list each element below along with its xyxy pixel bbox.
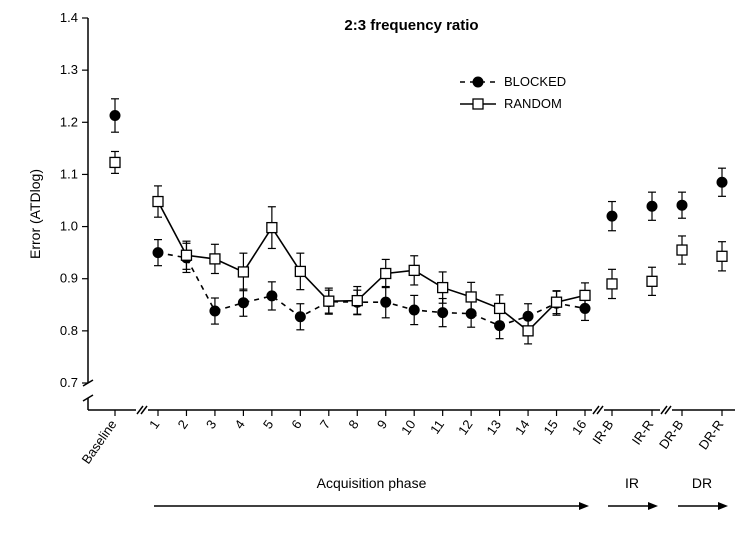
svg-text:1.0: 1.0 bbox=[60, 219, 78, 234]
svg-text:Acquisition phase: Acquisition phase bbox=[317, 475, 427, 491]
error-chart: 0.7 0.8 0.9 1.0 1.1 1.2 1.3 1.4 Error (ATDlog) Ba… bbox=[0, 0, 756, 540]
svg-text:0.8: 0.8 bbox=[60, 323, 78, 338]
svg-text:15: 15 bbox=[540, 417, 561, 437]
svg-text:0.9: 0.9 bbox=[60, 271, 78, 286]
svg-text:1.1: 1.1 bbox=[60, 166, 78, 181]
svg-text:IR-R: IR-R bbox=[629, 417, 657, 447]
svg-text:IR: IR bbox=[625, 475, 639, 491]
svg-text:2: 2 bbox=[174, 417, 190, 432]
svg-text:9: 9 bbox=[374, 417, 390, 432]
svg-text:7: 7 bbox=[317, 417, 333, 432]
svg-text:DR-B: DR-B bbox=[656, 417, 687, 452]
svg-text:12: 12 bbox=[455, 417, 476, 437]
svg-text:DR: DR bbox=[692, 475, 712, 491]
legend-label-blocked: BLOCKED bbox=[504, 74, 566, 89]
svg-text:10: 10 bbox=[398, 417, 419, 437]
svg-text:1.3: 1.3 bbox=[60, 62, 78, 77]
svg-text:Baseline: Baseline bbox=[79, 417, 120, 466]
series-line-random bbox=[158, 202, 585, 331]
svg-text:DR-R: DR-R bbox=[696, 417, 727, 452]
legend-label-random: RANDOM bbox=[504, 96, 562, 111]
svg-text:6: 6 bbox=[288, 417, 304, 432]
svg-text:1.2: 1.2 bbox=[60, 114, 78, 129]
svg-text:13: 13 bbox=[483, 417, 504, 437]
svg-text:16: 16 bbox=[569, 417, 590, 437]
chart-title: 2:3 frequency ratio bbox=[344, 17, 478, 34]
svg-text:0.7: 0.7 bbox=[60, 375, 78, 390]
svg-text:5: 5 bbox=[260, 417, 276, 432]
svg-text:8: 8 bbox=[345, 417, 361, 432]
svg-text:1: 1 bbox=[146, 417, 162, 432]
svg-text:14: 14 bbox=[512, 417, 533, 437]
svg-text:4: 4 bbox=[231, 417, 247, 432]
y-axis-label: Error (ATDlog) bbox=[27, 169, 43, 259]
svg-text:IR-B: IR-B bbox=[589, 417, 616, 447]
svg-text:11: 11 bbox=[427, 417, 447, 437]
svg-text:1.4: 1.4 bbox=[60, 10, 78, 25]
svg-text:3: 3 bbox=[203, 417, 219, 432]
series-line-blocked bbox=[158, 253, 585, 326]
